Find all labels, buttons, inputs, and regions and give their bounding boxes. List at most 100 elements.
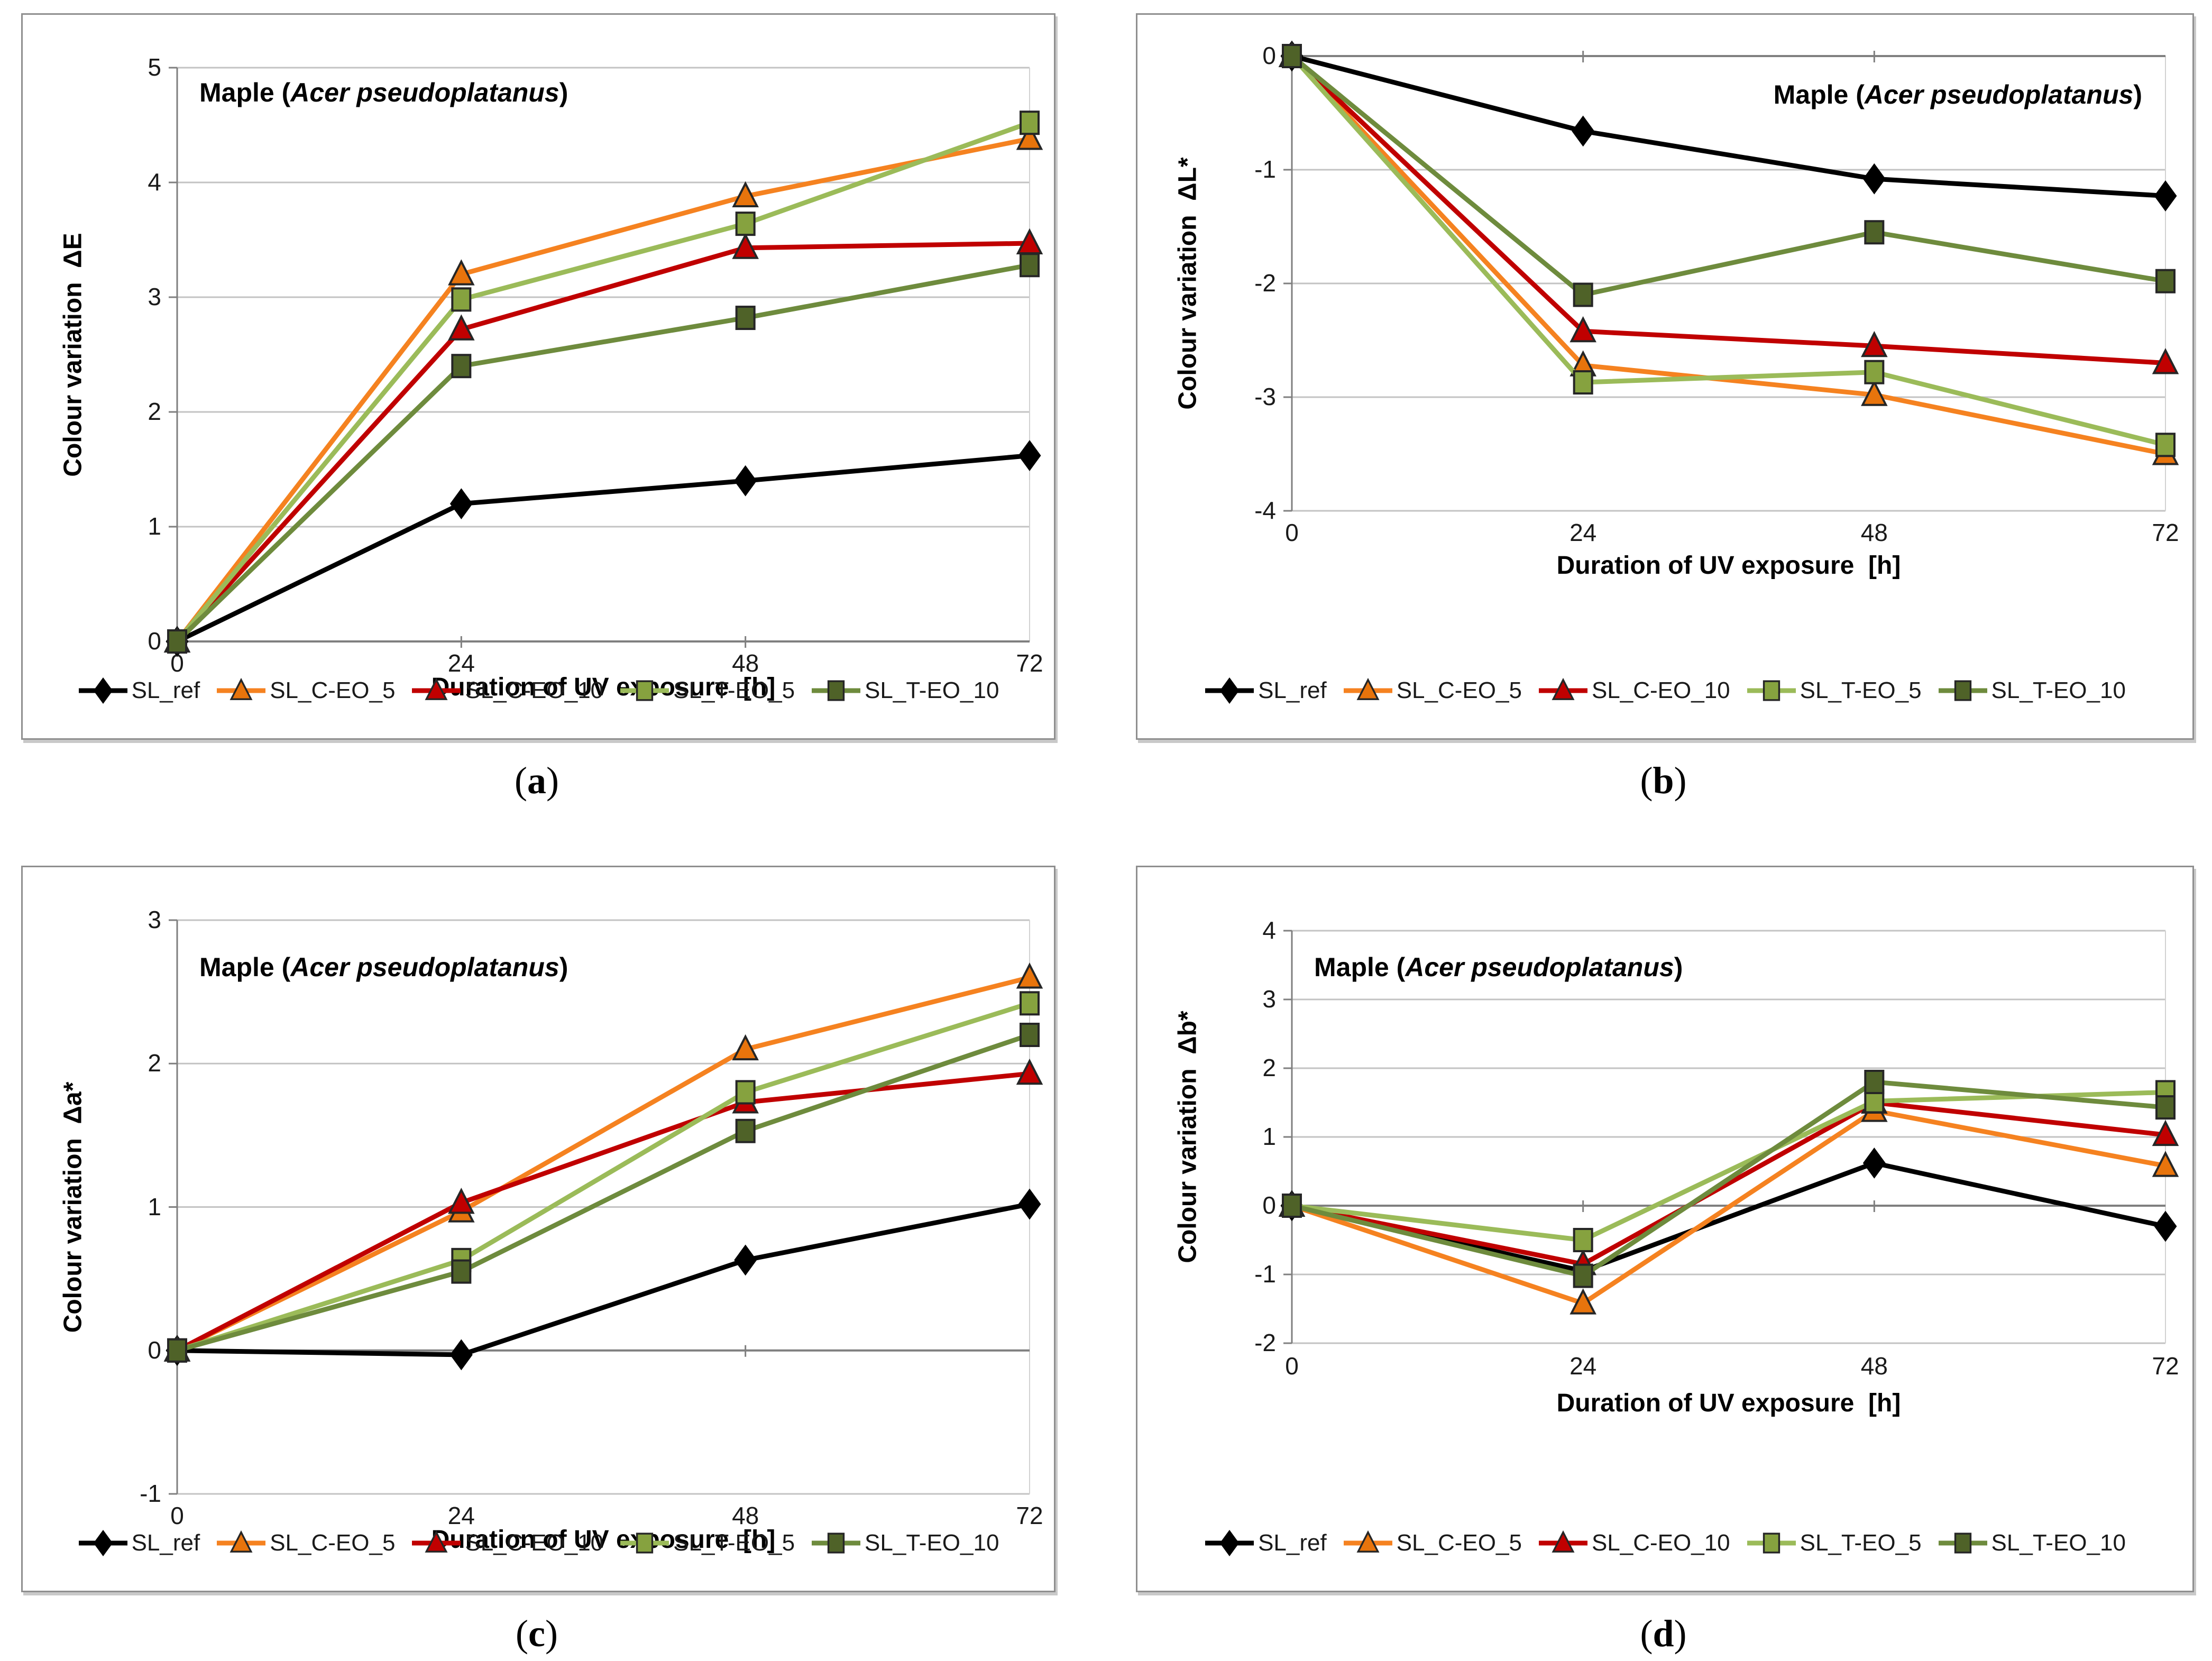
x-tick-label: 72 [1016,1502,1043,1529]
marker-square-icon [735,1080,756,1105]
marker-square-icon [1864,220,1885,245]
series-line-SL_ref [1289,53,2168,198]
marker-square-icon [636,680,654,701]
chart-title: Maple (Acer pseudoplatanus) [199,952,568,983]
legend-item: SL_T-EO_10 [1938,677,2126,704]
series-line-SL_C-EO_5 [175,136,1032,644]
legend-item: SL_C-EO_10 [411,1529,603,1557]
marker-square-icon [1282,1194,1302,1218]
legend-label: SL_ref [1258,1530,1327,1556]
title-suffix: ) [559,78,568,107]
marker-diamond-icon [734,1244,757,1276]
legend-item: SL_C-EO_5 [1343,677,1522,704]
marker-diamond-icon [1219,1530,1240,1556]
y-tick-label: -2 [1254,269,1276,297]
y-tick-label: 0 [148,1336,161,1364]
caption-letter: b [1653,759,1674,802]
legend-item: SL_C-EO_5 [216,1529,395,1557]
x-tick-label: 24 [1569,1352,1597,1380]
legend-marker-square-icon [1747,1532,1796,1554]
marker-triangle-icon [425,1530,448,1553]
y-tick-label: 0 [1262,42,1276,69]
chart-canvas-a [163,67,1043,657]
series-line-SL_T-EO_5 [1289,53,2168,447]
marker-square-icon [451,1259,472,1284]
legend-label: SL_T-EO_10 [1991,1530,2126,1556]
legend-item: SL_T-EO_5 [1746,1529,1922,1557]
panel-b: Maple (Acer pseudoplatanus) Colour varia… [1136,13,2194,740]
marker-diamond-icon [1018,1188,1041,1220]
legend-marker-square-icon [1938,680,1987,701]
x-axis-label: Duration of UV exposure [h] [431,673,776,701]
series-line-SL_ref [175,1201,1032,1357]
legend-item: SL_ref [78,1529,200,1557]
caption-letter: a [527,759,546,802]
marker-triangle-icon [1552,677,1575,700]
marker-square-icon [827,1532,845,1554]
chart-canvas-b [1278,40,2179,512]
marker-triangle-icon [1552,1530,1575,1553]
legend-item: SL_C-EO_10 [1538,1529,1730,1557]
marker-triangle-icon [1356,677,1380,700]
marker-triangle-icon [1016,962,1043,989]
series-line-SL_T-EO_5 [175,1001,1032,1353]
marker-triangle-icon [2152,1119,2179,1146]
y-tick-label: -2 [1254,1329,1276,1356]
marker-square-icon [1954,1532,1971,1554]
legend-label: SL_C-EO_10 [1591,677,1730,703]
y-tick-label: -1 [1254,155,1276,183]
marker-triangle-icon [230,677,253,700]
y-tick-label: 1 [148,512,161,540]
legend: SL_ref SL_C-EO_5 SL_C-EO_10 SL_T-EO_5 SL_T-E… [33,1529,1043,1557]
legend-item: SL_C-EO_10 [411,677,603,704]
legend-item: SL_T-EO_10 [811,677,999,704]
legend: SL_ref SL_C-EO_5 SL_C-EO_10 SL_T-EO_5 SL_T-E… [33,677,1043,704]
y-tick-label: 5 [148,53,161,81]
legend-item: SL_ref [78,677,200,704]
marker-triangle-icon [1356,1530,1380,1553]
title-species: Acer pseudoplatanus [1864,80,2134,109]
chart-canvas-c [163,919,1043,1495]
y-tick-label: 1 [1262,1123,1276,1150]
marker-square-icon [1954,680,1971,701]
legend-item: SL_T-EO_5 [619,677,795,704]
series-line-SL_T-EO_10 [1289,53,2168,297]
x-tick-label: 0 [170,649,184,677]
legend-marker-triangle-icon [1343,677,1392,700]
legend-label: SL_T-EO_10 [1991,677,2126,703]
marker-square-icon [735,212,756,236]
legend-item: SL_C-EO_10 [1538,677,1730,704]
marker-square-icon [1573,282,1593,307]
marker-diamond-icon [449,488,473,519]
marker-square-icon [1864,1070,1885,1094]
legend-item: SL_T-EO_10 [1938,1529,2126,1557]
legend-marker-square-icon [620,1532,669,1554]
legend-marker-diamond-icon [1205,677,1254,704]
marker-square-icon [1282,44,1302,68]
legend-label: SL_T-EO_5 [1800,1530,1922,1556]
marker-triangle-icon [732,1034,759,1061]
title-prefix: Maple ( [199,952,291,982]
legend-marker-square-icon [620,680,669,701]
legend: SL_ref SL_C-EO_5 SL_C-EO_10 SL_T-EO_5 SL_T-E… [1148,677,2182,704]
legend-label: SL_T-EO_5 [673,1530,795,1556]
y-tick-label: 0 [148,627,161,655]
marker-square-icon [1020,1023,1040,1047]
legend-label: SL_C-EO_5 [1396,1530,1522,1556]
caption-paren: ) [1674,1612,1687,1655]
x-tick-label: 72 [2152,1352,2179,1380]
legend-label: SL_C-EO_5 [270,1530,396,1556]
x-tick-label: 24 [1569,519,1597,546]
series-line-SL_C-EO_10 [175,241,1032,644]
marker-diamond-icon [1862,163,1886,195]
marker-triangle-icon [732,233,759,259]
chart-title: Maple (Acer pseudoplatanus) [1314,952,1683,983]
y-tick-label: 2 [1262,1054,1276,1081]
y-tick-label: 3 [1262,985,1276,1013]
legend-marker-triangle-icon [1538,677,1587,700]
legend-item: SL_T-EO_5 [619,1529,795,1557]
title-species: Acer pseudoplatanus [1405,952,1674,982]
legend-marker-triangle-icon [217,1530,266,1553]
marker-square-icon [827,680,845,701]
marker-triangle-icon [2152,348,2179,374]
